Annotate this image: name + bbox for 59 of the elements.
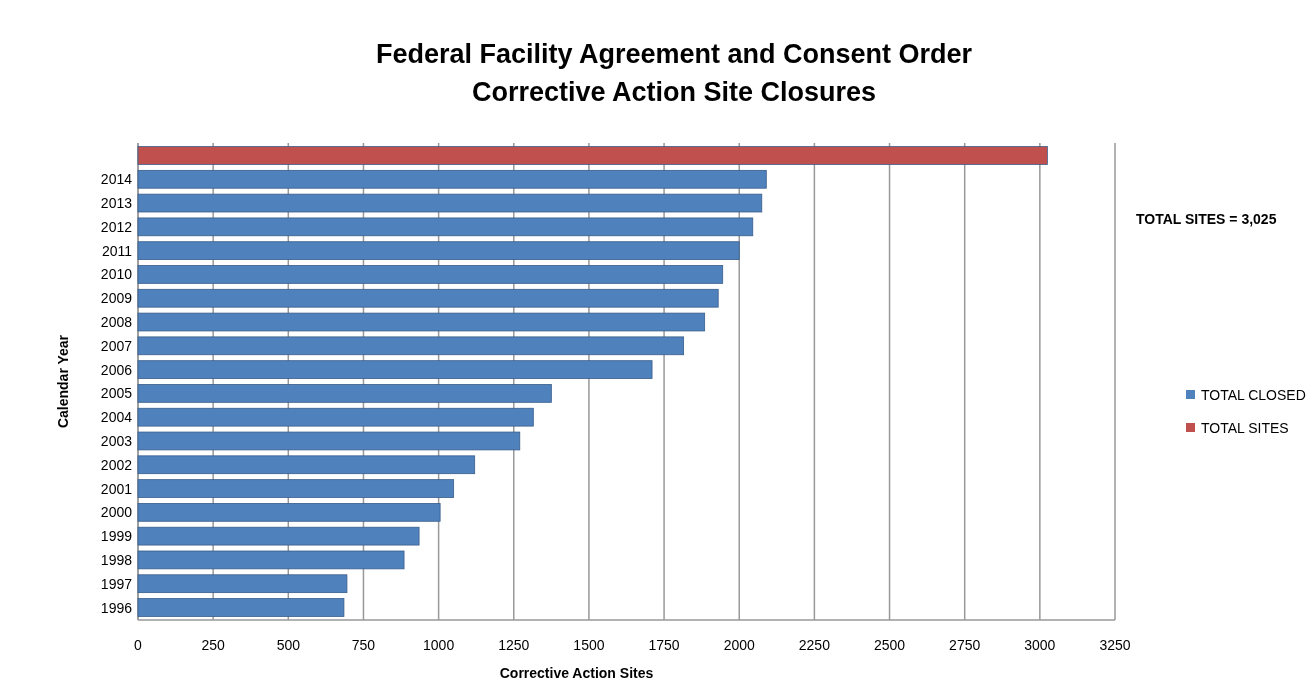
chart-title: Federal Facility Agreement and Consent Order Corrective Action Site Closures (375, 39, 973, 107)
x-tick-label: 1000 (423, 637, 455, 653)
bar (137, 360, 653, 379)
y-tick-label: 2011 (101, 242, 133, 259)
y-tick-label: 2002 (100, 456, 133, 473)
y-tick-label: 2008 (100, 314, 133, 331)
y-tick-label: 2004 (100, 409, 133, 426)
text: TOTAL SITES = 3,025 (1136, 211, 1277, 227)
x-tick-label: 2750 (949, 637, 981, 653)
y-tick-label: 2003 (100, 432, 133, 449)
bar (137, 217, 754, 237)
legend-label: TOTAL CLOSED (1201, 387, 1306, 403)
y-tick-label: 2012 (100, 218, 133, 235)
y-tick-label: 2009 (100, 290, 133, 307)
x-tick-label: 500 (276, 637, 301, 653)
bar (137, 146, 1048, 165)
x-tick-label: 250 (201, 637, 226, 653)
x-tick-label: 0 (134, 637, 143, 653)
legend-label: TOTAL SITES (1201, 420, 1289, 436)
x-tick-label: 1750 (648, 637, 680, 653)
bar (137, 336, 685, 356)
y-tick-label: 2001 (100, 480, 133, 497)
bar (137, 288, 719, 308)
bar (137, 550, 405, 570)
bar (137, 574, 348, 594)
bar (137, 384, 552, 403)
x-axis-title: Corrective Action Sites (499, 665, 654, 681)
x-tick-label: 3000 (1024, 637, 1056, 653)
bar (137, 503, 441, 522)
y-tick-label: 2006 (100, 361, 133, 378)
y-tick-label: 1999 (100, 528, 133, 545)
y-axis-title: Calendar Year (55, 334, 71, 429)
x-tick-label: 2500 (873, 637, 906, 653)
x-tick-label: 1250 (498, 637, 530, 653)
bar (137, 455, 476, 475)
bar (137, 193, 763, 213)
y-tick-label: 2010 (100, 266, 133, 283)
bar (137, 598, 345, 617)
y-tick-label: 1996 (100, 599, 133, 616)
bar (137, 169, 767, 189)
x-tick-label: 3250 (1099, 637, 1131, 653)
y-tick-label: 2007 (100, 337, 133, 354)
x-tick-label: 2000 (723, 637, 756, 653)
y-tick-label: 1997 (100, 575, 133, 592)
bar (137, 526, 420, 546)
y-tick-label: 2000 (100, 504, 133, 521)
x-tick-label: 2250 (798, 637, 831, 653)
bar (137, 479, 455, 498)
bar (137, 265, 724, 284)
x-tick-label: 1500 (573, 637, 605, 653)
bar (137, 241, 740, 260)
bar (137, 407, 534, 427)
bar (137, 312, 706, 332)
y-tick-label: 2013 (100, 195, 133, 212)
x-tick-label: 750 (351, 637, 376, 653)
y-tick-label: 2005 (100, 385, 133, 402)
y-tick-label: 1998 (100, 551, 133, 568)
y-tick-label: 2014 (100, 171, 133, 188)
bar (137, 431, 521, 451)
